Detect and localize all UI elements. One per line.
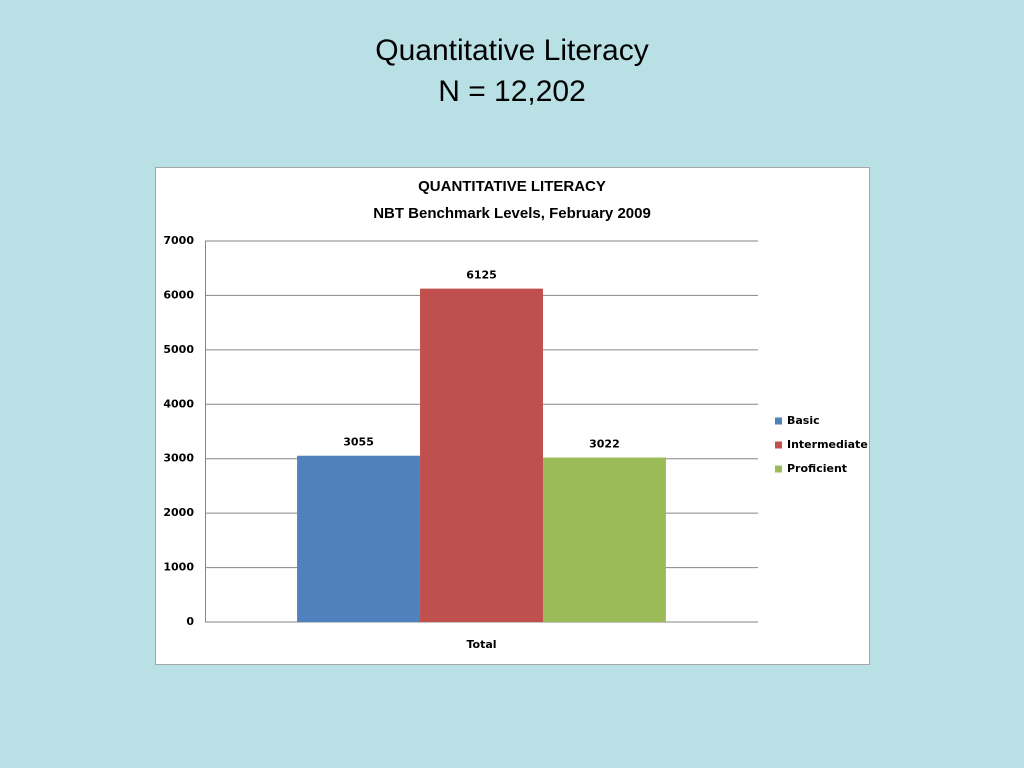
legend-swatch xyxy=(775,417,782,425)
chart-subtitle: NBT Benchmark Levels, February 2009 xyxy=(373,205,651,222)
bar xyxy=(297,455,421,622)
data-label: 3022 xyxy=(589,438,620,451)
legend-label: Proficient xyxy=(787,462,847,475)
bar xyxy=(420,288,543,622)
chart-title: QUANTITATIVE LITERACY xyxy=(418,178,606,195)
x-tick-label: Total xyxy=(466,638,496,651)
y-tick-label: 0 xyxy=(186,615,194,628)
y-tick-label: 4000 xyxy=(163,397,194,410)
slide-title: Quantitative Literacy xyxy=(375,34,648,67)
y-tick-label: 1000 xyxy=(163,561,194,574)
y-tick-label: 7000 xyxy=(163,234,194,247)
bar xyxy=(542,457,666,622)
y-tick-label: 3000 xyxy=(163,452,194,465)
data-label: 6125 xyxy=(466,269,497,282)
slide-subtitle: N = 12,202 xyxy=(438,75,586,108)
y-tick-label: 2000 xyxy=(163,506,194,519)
y-tick-label: 6000 xyxy=(163,288,194,301)
legend-label: Basic xyxy=(787,414,820,427)
data-label: 3055 xyxy=(343,436,374,449)
legend-swatch xyxy=(775,465,782,473)
legend-label: Intermediate xyxy=(787,438,868,451)
legend-swatch xyxy=(775,441,782,449)
y-tick-label: 5000 xyxy=(163,343,194,356)
